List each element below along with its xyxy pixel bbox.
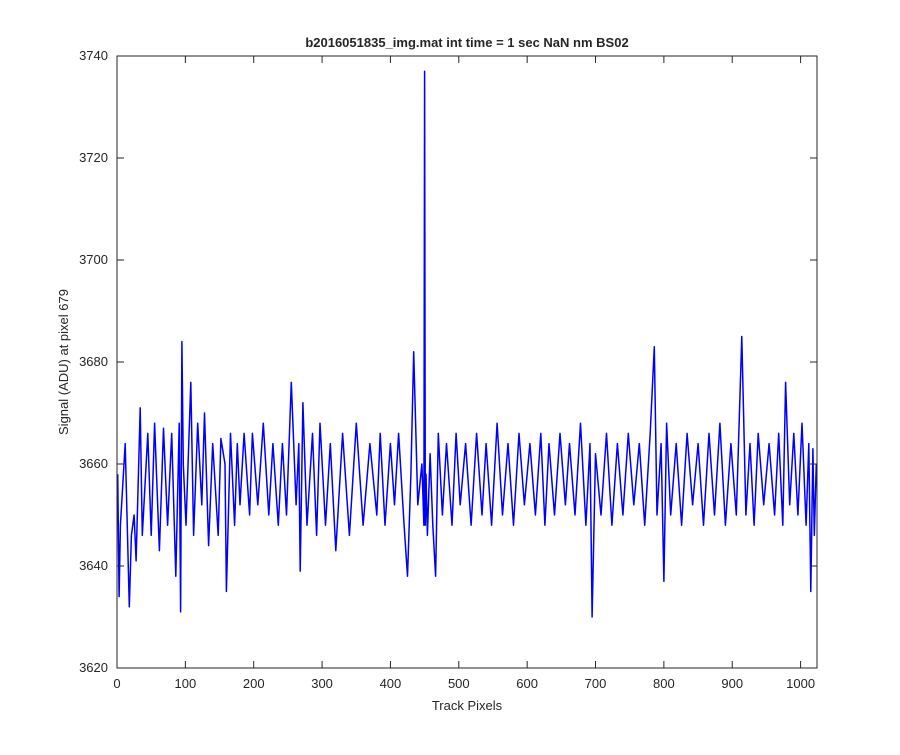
y-tick-label: 3620	[79, 660, 108, 675]
x-tick-label: 100	[175, 676, 197, 691]
x-tick-label: 800	[653, 676, 675, 691]
plot-area	[117, 56, 817, 668]
x-tick-label: 1000	[786, 676, 815, 691]
y-tick-label: 3680	[79, 354, 108, 369]
x-tick-label: 0	[113, 676, 120, 691]
axes-box	[116, 55, 818, 669]
x-tick-label: 700	[585, 676, 607, 691]
y-tick-label: 3720	[79, 150, 108, 165]
x-tick-label: 900	[721, 676, 743, 691]
y-tick-label: 3740	[79, 48, 108, 63]
x-tick-label: 300	[311, 676, 333, 691]
x-tick-label: 400	[380, 676, 402, 691]
y-axis-label: Signal (ADU) at pixel 679	[56, 289, 71, 435]
x-tick-label: 600	[516, 676, 538, 691]
y-tick-label: 3640	[79, 558, 108, 573]
chart-title: b2016051835_img.mat int time = 1 sec NaN…	[305, 35, 628, 50]
x-axis-label: Track Pixels	[432, 698, 503, 713]
y-tick-label: 3660	[79, 456, 108, 471]
series-line-0	[116, 70, 818, 618]
x-tick-label: 500	[448, 676, 470, 691]
x-tick-label: 200	[243, 676, 265, 691]
y-tick-label: 3700	[79, 252, 108, 267]
